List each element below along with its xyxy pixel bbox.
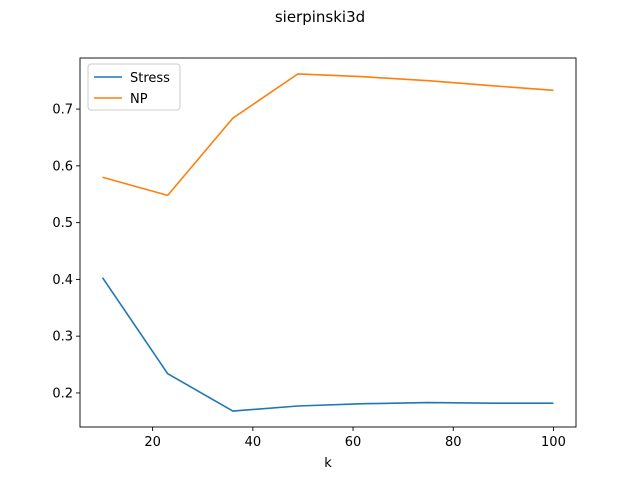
series-line-stress — [101, 277, 554, 412]
legend: Stress NP — [87, 63, 181, 111]
x-tick-label: 100 — [541, 435, 566, 450]
plot-frame — [79, 57, 577, 428]
x-tick-label: 60 — [345, 435, 362, 450]
y-tick-label: 0.3 — [52, 330, 73, 345]
y-tick-label: 0.4 — [52, 273, 73, 288]
chart-title: sierpinski3d — [275, 8, 365, 26]
plot-area — [79, 57, 577, 428]
y-tick-label: 0.5 — [52, 216, 73, 231]
y-tick-label: 0.2 — [52, 386, 73, 401]
y-axis: 0.2 0.3 0.4 0.5 0.6 0.7 — [52, 103, 80, 401]
x-axis-label: k — [324, 456, 332, 471]
legend-label-stress: Stress — [130, 71, 170, 86]
x-tick-label: 80 — [445, 435, 462, 450]
y-tick-label: 0.7 — [52, 103, 73, 118]
x-tick-label: 40 — [245, 435, 262, 450]
legend-label-np: NP — [130, 92, 148, 107]
x-axis: 20 40 60 80 100 — [144, 427, 566, 450]
series-line-np — [102, 73, 554, 197]
y-tick-label: 0.6 — [52, 159, 73, 174]
x-tick-label: 20 — [144, 435, 161, 450]
